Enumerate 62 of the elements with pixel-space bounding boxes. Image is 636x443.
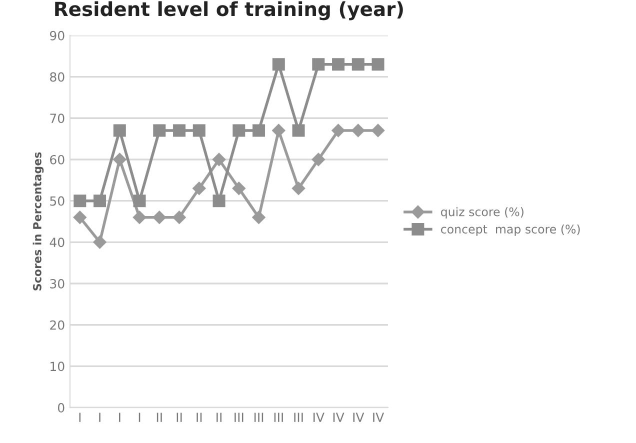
x-tick-label: III: [294, 412, 303, 422]
point: [73, 210, 86, 224]
y-tick-label: 80: [50, 72, 64, 82]
point: [212, 152, 226, 166]
point: [192, 124, 206, 137]
point: [232, 124, 246, 137]
y-tick-label: 10: [50, 362, 64, 372]
point: [371, 124, 385, 138]
x-tick-label: II: [216, 412, 222, 422]
x-tick-label: III: [234, 412, 244, 422]
point: [332, 124, 345, 138]
point: [113, 152, 126, 166]
x-tick-label: I: [119, 412, 120, 422]
point: [292, 182, 306, 196]
point: [153, 124, 166, 137]
point: [192, 182, 206, 196]
x-tick-label: IV: [373, 412, 384, 422]
point: [94, 194, 106, 208]
point: [372, 58, 384, 71]
x-tick-label: I: [79, 412, 81, 422]
x-tick-label: III: [274, 412, 283, 422]
point: [93, 236, 106, 249]
y-tick-label: 30: [50, 278, 64, 288]
point: [74, 194, 86, 208]
point: [133, 194, 146, 208]
x-tick-label: II: [196, 412, 202, 422]
x-tick-label: IV: [314, 412, 324, 422]
y-tick-label: 40: [50, 238, 64, 248]
point: [312, 58, 325, 71]
point: [132, 210, 146, 224]
x-tick-label: IV: [333, 412, 344, 422]
legend-label: concept map score (%): [441, 224, 580, 236]
point: [252, 210, 266, 224]
x-tick-label: IV: [353, 412, 364, 422]
point: [352, 58, 364, 71]
point: [272, 58, 285, 71]
point: [212, 194, 226, 208]
point: [352, 124, 365, 138]
x-tick-label: III: [254, 412, 264, 422]
point: [292, 124, 305, 137]
point: [312, 152, 325, 166]
point: [232, 182, 246, 196]
x-tick-label: I: [99, 412, 100, 422]
y-tick-label: 50: [50, 196, 64, 206]
point: [252, 124, 266, 137]
y-tick-label: 70: [50, 114, 64, 124]
point: [172, 210, 186, 224]
x-tick-label: I: [138, 412, 140, 422]
point: [332, 58, 345, 71]
chart-title: Resident level of training (year): [55, 1, 403, 20]
point: [173, 124, 186, 137]
point: [152, 210, 166, 224]
y-axis-title: Scores in Percentages: [32, 152, 44, 290]
x-tick-label: II: [176, 412, 182, 422]
legend-label: quiz score (%): [441, 207, 524, 219]
point: [272, 124, 286, 138]
y-tick-label: 60: [50, 154, 64, 164]
point: [113, 124, 126, 137]
y-tick-label: 0: [58, 403, 64, 412]
y-tick-label: 90: [50, 30, 64, 40]
x-tick-label: II: [156, 412, 162, 422]
y-tick-label: 20: [50, 320, 64, 330]
